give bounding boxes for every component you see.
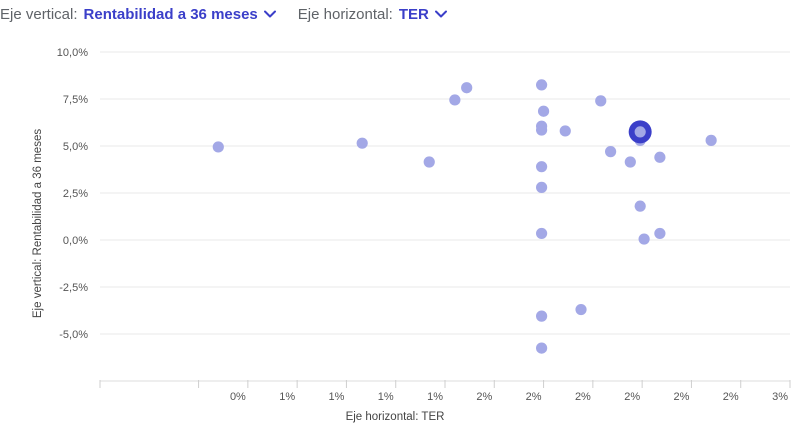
x-tick-label: 0% [230, 391, 246, 403]
x-tick-label: 1% [279, 391, 295, 403]
y-tick-label: 0,0% [63, 235, 88, 247]
scatter-point[interactable] [654, 227, 666, 240]
scatter-point[interactable] [449, 94, 461, 106]
x-tick-label: 1% [378, 391, 394, 403]
grid-lines [100, 51, 790, 335]
scatter-point[interactable] [575, 303, 587, 316]
scatter-point[interactable] [536, 161, 548, 173]
vertical-axis-value[interactable]: Rentabilidad a 36 meses [83, 5, 258, 23]
x-tick-label: 1% [427, 391, 443, 403]
scatter-point[interactable] [536, 124, 548, 136]
scatter-point[interactable] [536, 227, 548, 240]
x-tick-label: 2% [575, 391, 591, 403]
y-axis-title: Eje vertical: Rentabilidad a 36 meses [32, 129, 44, 318]
horizontal-axis-dropdown[interactable]: Eje horizontal: TER [298, 6, 447, 23]
scatter-point[interactable] [461, 82, 473, 94]
scatter-point[interactable] [536, 310, 548, 322]
x-tick-label: 2% [526, 391, 542, 403]
x-tick-label: 2% [723, 391, 739, 403]
y-tick-label: 2,5% [63, 188, 88, 200]
y-tick-label: 7,5% [63, 94, 88, 106]
scatter-point[interactable] [624, 156, 636, 168]
x-tick-label: 2% [624, 391, 640, 403]
x-tick-label: 2% [476, 391, 492, 403]
scatter-point[interactable] [605, 146, 617, 158]
x-tick-label: 2% [674, 391, 690, 403]
scatter-point[interactable] [536, 342, 548, 354]
data-points [212, 79, 717, 354]
axes: 10,0% 7,5% 5,0% 2,5% 0,0% -2,5% -5,0% 0% 1% 1% 1% 1… [57, 47, 791, 403]
highlighted-point-core [634, 126, 646, 138]
y-tick-label: 5,0% [63, 141, 88, 153]
horizontal-axis-value[interactable]: TER [398, 5, 429, 23]
y-tick-label: 10,0% [57, 47, 88, 59]
y-tick-label: -2,5% [59, 282, 88, 294]
scatter-point[interactable] [654, 151, 666, 163]
axis-selectors: Eje vertical: Rentabilidad a 36 meses Ej… [0, 2, 469, 26]
x-axis-title: Eje horizontal: TER [346, 411, 445, 423]
scatter-point[interactable] [634, 200, 646, 212]
scatter-point[interactable] [595, 95, 607, 107]
horizontal-axis-label: Eje horizontal: [297, 5, 393, 23]
vertical-axis-label: Eje vertical: [0, 5, 78, 23]
scatter-point[interactable] [356, 137, 368, 149]
scatter-point[interactable] [423, 156, 435, 168]
x-tick-label: 3% [772, 391, 788, 403]
scatter-point[interactable] [536, 181, 548, 193]
scatter-point[interactable] [559, 125, 571, 137]
scatter-point[interactable] [638, 233, 650, 245]
chevron-down-icon[interactable] [434, 10, 447, 18]
x-tick-label: 1% [329, 391, 345, 403]
y-tick-label: -5,0% [59, 329, 88, 341]
chevron-down-icon[interactable] [263, 10, 276, 18]
scatter-point[interactable] [537, 105, 550, 117]
scatter-point[interactable] [705, 134, 717, 146]
scatter-point[interactable] [212, 141, 224, 153]
scatter-point[interactable] [536, 79, 548, 91]
vertical-axis-dropdown[interactable]: Eje vertical: Rentabilidad a 36 meses [0, 6, 276, 23]
